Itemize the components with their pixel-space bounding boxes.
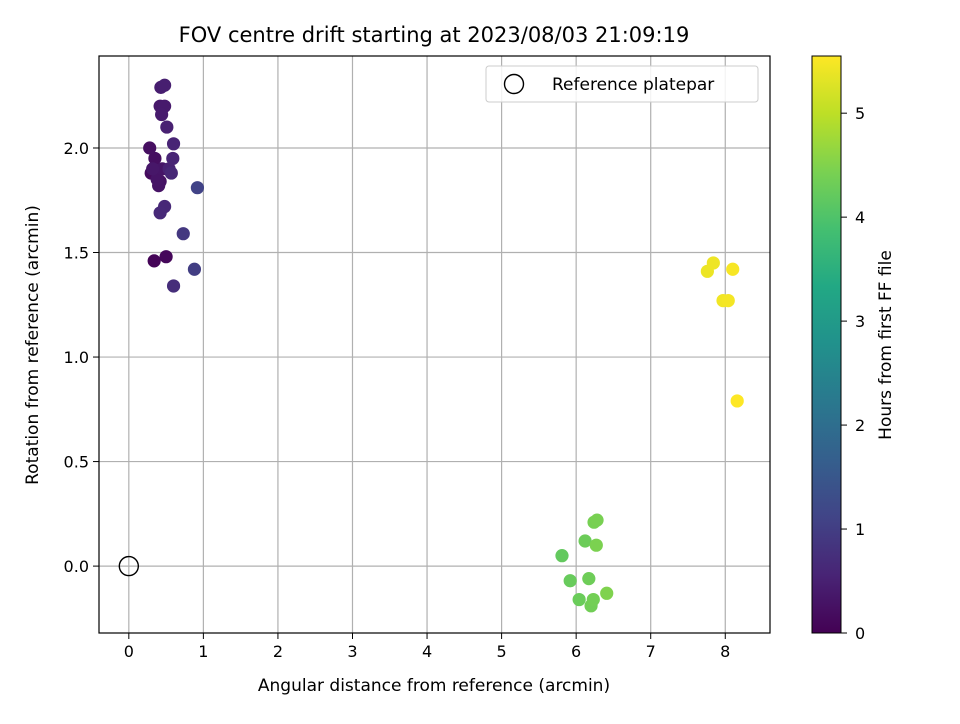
y-tick-label: 2.0 [64, 139, 89, 158]
colorbar-label: Hours from first FF file [876, 250, 896, 440]
y-tick-label: 0.5 [64, 453, 89, 472]
data-point [706, 256, 720, 270]
data-points [143, 78, 744, 613]
data-point [164, 166, 178, 180]
data-point [187, 262, 202, 276]
grid-lines [99, 56, 770, 633]
data-point [166, 151, 180, 166]
x-tick-label: 8 [720, 642, 730, 661]
x-tick-label: 1 [198, 642, 208, 661]
legend-reference-marker [503, 73, 525, 95]
data-point [148, 151, 162, 166]
data-point [572, 592, 586, 607]
colorbar-tick-label: 3 [855, 312, 865, 331]
data-point [555, 549, 569, 563]
data-point [721, 293, 735, 308]
data-point [143, 141, 157, 155]
data-point [158, 78, 172, 92]
x-tick-label: 7 [646, 642, 656, 661]
data-point [146, 162, 160, 176]
data-point [190, 181, 205, 195]
data-point [586, 592, 600, 607]
legend: Reference platepar [485, 65, 759, 103]
colorbar-tick-label: 2 [855, 416, 865, 435]
data-point [160, 120, 174, 134]
legend-box [485, 65, 759, 103]
data-point [578, 534, 592, 548]
data-point [147, 254, 161, 268]
data-point [730, 394, 744, 408]
data-point [155, 107, 169, 122]
data-point [582, 572, 596, 586]
data-point [176, 227, 190, 241]
data-point [153, 206, 167, 220]
y-axis-ticks: 0.0 0.5 1.0 1.5 2.0 [64, 139, 99, 576]
colorbar-tick-label: 1 [855, 520, 865, 539]
x-axis-label: Angular distance from reference (arcmin) [258, 676, 610, 696]
data-point [563, 574, 577, 588]
x-axis-ticks: 0 1 2 3 4 5 6 7 8 [124, 633, 730, 661]
x-tick-label: 6 [571, 642, 581, 661]
reference-platepar-marker [118, 555, 140, 577]
y-tick-label: 0.0 [64, 557, 89, 576]
y-tick-label: 1.0 [64, 348, 89, 367]
colorbar: 0 1 2 3 4 5 Hours from first FF file [811, 55, 896, 643]
reference-marker-group [118, 555, 140, 577]
plot-frame [98, 55, 771, 634]
x-tick-label: 4 [422, 642, 432, 661]
colorbar-tick-label: 0 [855, 624, 865, 643]
colorbar-tick-label: 5 [855, 104, 865, 123]
data-point [166, 137, 181, 151]
colorbar-tick-label: 4 [855, 208, 865, 227]
y-axis-label: Rotation from reference (arcmin) [23, 205, 43, 485]
data-point [150, 172, 164, 186]
data-point [590, 513, 604, 527]
x-tick-label: 5 [497, 642, 507, 661]
data-point [726, 262, 740, 276]
chart-title: FOV centre drift starting at 2023/08/03 … [179, 23, 690, 47]
colorbar-gradient [811, 55, 842, 634]
data-point [589, 538, 603, 552]
legend-entry-reference-platepar: Reference platepar [552, 75, 714, 95]
data-point [600, 586, 614, 600]
x-tick-label: 3 [347, 642, 357, 661]
x-tick-label: 0 [124, 642, 134, 661]
x-tick-label: 2 [273, 642, 283, 661]
colorbar-ticks: 0 1 2 3 4 5 [841, 104, 865, 643]
data-point [166, 279, 181, 293]
data-point [159, 250, 173, 264]
y-tick-label: 1.5 [64, 244, 89, 263]
